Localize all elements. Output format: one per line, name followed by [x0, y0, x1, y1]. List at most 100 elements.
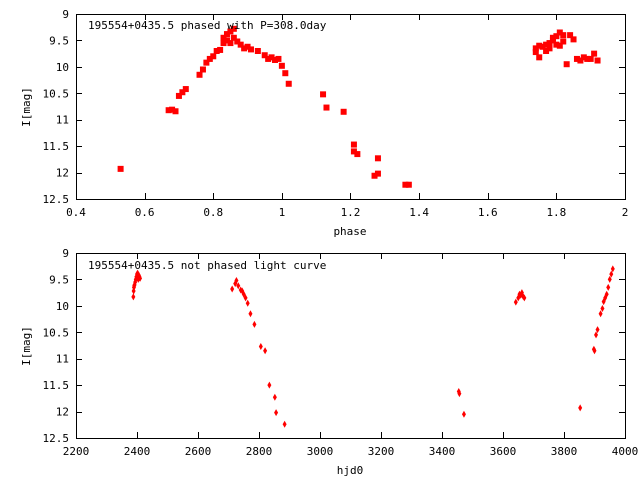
phased-data-point — [275, 55, 282, 62]
phased-y-tick-label: 12.5 — [43, 193, 70, 206]
phased-x-tick-label: 2 — [622, 206, 629, 219]
unphased-x-tick-label: 4000 — [612, 445, 639, 458]
phased-y-tick-label: 10 — [56, 61, 69, 74]
phased-y-tick-label: 12 — [56, 167, 69, 180]
unphased-x-tick-label: 3800 — [551, 445, 578, 458]
unphased-chart-title: 195554+0435.5 not phased light curve — [88, 259, 326, 272]
phased-data-point — [241, 45, 248, 52]
unphased-data-point — [243, 294, 248, 302]
phased-data-point — [584, 55, 591, 62]
unphased-data-point — [522, 294, 527, 302]
phased-data-point — [285, 80, 292, 87]
unphased-data-point — [594, 331, 599, 339]
phased-data-point — [546, 45, 553, 52]
phased-data-point — [278, 62, 285, 69]
unphased-y-ticks: 9 9.5 10 10.5 11 11.5 12 12.5 — [43, 247, 625, 445]
unphased-data-point — [248, 310, 253, 318]
phased-x-axis-label: phase — [333, 225, 366, 238]
phased-data-point — [402, 181, 409, 188]
phased-data-point — [213, 48, 220, 54]
unphased-data-point — [606, 283, 611, 291]
phased-data-point — [227, 28, 234, 35]
unphased-data-point — [609, 270, 614, 278]
phased-x-tick-label: 1.2 — [341, 206, 361, 219]
phased-y-tick-label: 10.5 — [43, 87, 70, 100]
phased-light-curve-panel: 0.4 0.6 0.8 1 1.2 1.4 1.6 1.8 2 9 9.5 10 10.5 11 11.5… — [20, 8, 628, 238]
unphased-y-tick-label: 12.5 — [43, 432, 70, 445]
unphased-light-curve-panel: 2200 2400 2600 2800 3000 3200 3400 3600 3800 4000… — [20, 247, 638, 477]
phased-data-point — [320, 91, 327, 98]
unphased-data-point — [604, 290, 609, 298]
phased-data-point — [230, 25, 237, 32]
unphased-data-point — [610, 265, 615, 273]
unphased-plot-frame — [76, 253, 626, 439]
phased-data-point — [206, 55, 213, 62]
phased-data-point — [553, 33, 560, 40]
phased-data-point — [532, 45, 539, 52]
unphased-data-point — [230, 285, 235, 293]
phased-data-point — [577, 57, 584, 64]
phased-data-point — [560, 32, 567, 39]
phased-y-tick-label: 11 — [56, 114, 69, 127]
phased-x-tick-label: 0.8 — [203, 206, 223, 219]
phased-y-tick-label: 11.5 — [43, 140, 70, 153]
phased-chart-title: 195554+0435.5 phased with P=308.0day — [88, 19, 327, 32]
phased-data-point — [234, 38, 241, 45]
unphased-data-point — [272, 393, 277, 401]
unphased-data-point — [245, 299, 250, 307]
unphased-x-tick-label: 2800 — [246, 445, 273, 458]
unphased-y-axis-label: I[mag] — [20, 326, 33, 366]
unphased-data-point — [592, 347, 597, 355]
phased-x-ticks: 0.4 0.6 0.8 1 1.2 1.4 1.6 1.8 2 — [66, 14, 628, 219]
phased-y-tick-label: 9 — [62, 8, 69, 21]
phased-data-point — [230, 34, 237, 41]
phased-data-point — [340, 108, 347, 115]
phased-data-point — [587, 55, 594, 62]
phased-y-axis-label: I[mag] — [20, 87, 33, 127]
phased-data-point — [546, 40, 553, 47]
phased-data-point — [567, 32, 574, 39]
unphased-data-point — [236, 282, 241, 290]
phased-data-point — [227, 40, 234, 47]
unphased-x-tick-label: 3000 — [307, 445, 334, 458]
unphased-x-tick-label: 2200 — [63, 445, 90, 458]
phased-data-point — [179, 89, 186, 96]
unphased-data-point — [461, 410, 466, 418]
phased-data-point — [563, 61, 570, 68]
phased-data-point — [244, 43, 251, 50]
unphased-x-tick-label: 2600 — [185, 445, 212, 458]
unphased-data-point — [457, 390, 462, 398]
phased-data-point — [172, 108, 179, 115]
phased-data-point — [354, 151, 361, 158]
phased-data-point — [573, 55, 580, 62]
phased-data-point — [553, 41, 560, 48]
unphased-data-point — [274, 409, 279, 417]
phased-data-point — [169, 106, 176, 113]
phased-x-tick-label: 1.6 — [478, 206, 498, 219]
phased-data-point — [237, 41, 244, 48]
phased-data-point — [175, 92, 182, 99]
phased-data-points — [117, 25, 601, 188]
unphased-y-tick-label: 9 — [62, 247, 69, 260]
phased-y-tick-label: 9.5 — [49, 34, 69, 47]
phased-data-point — [272, 56, 279, 63]
unphased-x-tick-label: 3600 — [490, 445, 517, 458]
phased-data-point — [217, 46, 224, 53]
unphased-y-tick-label: 10.5 — [43, 326, 70, 339]
unphased-data-point — [607, 275, 612, 283]
unphased-data-point — [598, 310, 603, 318]
unphased-y-tick-label: 9.5 — [49, 273, 69, 286]
phased-data-point — [405, 181, 412, 188]
unphased-data-point — [252, 320, 257, 328]
phased-data-point — [556, 29, 563, 36]
phased-data-point — [374, 170, 381, 177]
phased-x-tick-label: 1.4 — [409, 206, 429, 219]
phased-data-point — [532, 49, 539, 56]
unphased-x-tick-label: 3200 — [368, 445, 395, 458]
phased-data-point — [350, 141, 357, 148]
phased-data-point — [594, 57, 601, 64]
phased-y-ticks: 9 9.5 10 10.5 11 11.5 12 12.5 — [43, 8, 625, 206]
unphased-data-point — [263, 347, 268, 355]
phased-data-point — [543, 48, 550, 54]
phased-data-point — [210, 53, 217, 60]
